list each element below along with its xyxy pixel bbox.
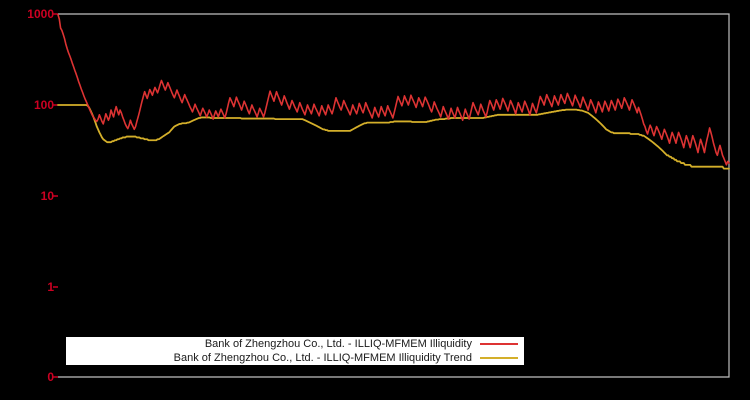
y-axis-tick-label-0: 0 (47, 370, 54, 384)
series-line-illiquidity (57, 14, 730, 166)
plot-frame (58, 13, 730, 378)
legend-entry-illiquidity[interactable]: Bank of Zhengzhou Co., Ltd. - ILLIQ-MFME… (66, 337, 524, 351)
legend-label-illiquidity-trend: Bank of Zhengzhou Co., Ltd. - ILLIQ-MFME… (173, 352, 472, 364)
legend-label-illiquidity: Bank of Zhengzhou Co., Ltd. - ILLIQ-MFME… (204, 338, 472, 350)
y-axis-tick-label-1: 1 (47, 280, 54, 294)
legend-color-swatch-illiquidity (480, 343, 518, 345)
legend-entry-illiquidity-trend[interactable]: Bank of Zhengzhou Co., Ltd. - ILLIQ-MFME… (66, 351, 524, 365)
y-axis-tick-marks (53, 13, 58, 378)
legend-color-swatch-illiquidity-trend (480, 357, 518, 359)
y-axis-tick-label-100: 100 (33, 98, 54, 112)
y-axis-tick-label-1000: 1000 (27, 7, 54, 21)
series-line-trend (57, 104, 730, 170)
y-axis-tick-label-10: 10 (40, 189, 54, 203)
chart-legend: Bank of Zhengzhou Co., Ltd. - ILLIQ-MFME… (66, 337, 524, 365)
